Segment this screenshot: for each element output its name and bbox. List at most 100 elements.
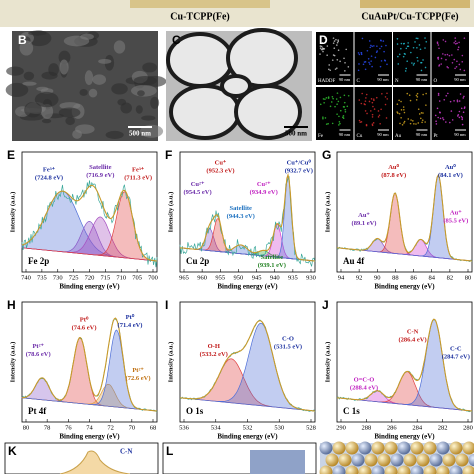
sphere — [436, 441, 450, 455]
fit-envelope — [21, 317, 158, 412]
eds-dot — [417, 108, 420, 111]
sem-grain — [23, 71, 35, 81]
eds-dot — [335, 38, 337, 41]
panel-letter: G — [322, 148, 331, 162]
eds-dot — [462, 111, 465, 113]
eds-dot — [396, 43, 399, 45]
eds-dot — [319, 103, 322, 106]
panel-letter: C — [172, 33, 181, 47]
panel-letter: B — [18, 33, 27, 47]
eds-dot — [347, 94, 350, 97]
eds-dot — [425, 92, 427, 95]
eds-dot — [457, 114, 460, 116]
sem-grain — [59, 59, 69, 75]
eds-dot — [386, 63, 388, 66]
spectra: 740 735 730 725 720 715 710 705 700 Binding energ… — [7, 148, 473, 440]
eds-dot — [457, 48, 459, 51]
y-axis-label: Intensity (a.u.) — [9, 342, 16, 383]
eds-dot — [361, 37, 364, 40]
eds-dot — [377, 110, 380, 112]
eds-dot — [368, 40, 371, 42]
eds-dot — [438, 100, 441, 102]
sphere — [449, 441, 463, 455]
eds-dot — [383, 50, 385, 53]
eds-dot — [373, 108, 376, 110]
eds-dot — [339, 96, 342, 99]
eds-dot — [337, 39, 339, 41]
spectrum-curve — [59, 450, 131, 474]
element-label: Fe 2p — [28, 256, 49, 266]
eds-dot — [397, 63, 400, 65]
eds-dot — [454, 37, 457, 39]
sem-grain — [98, 58, 112, 64]
eds-dot — [424, 37, 426, 39]
eds-dot — [407, 118, 410, 120]
eds-dot — [409, 99, 412, 102]
eds-dot — [404, 70, 407, 72]
scale-label: 90 nm — [416, 77, 428, 82]
peak-annotation: C-C — [450, 345, 462, 352]
x-tick-label: 88 — [392, 274, 399, 281]
sem-grain — [150, 96, 160, 109]
fit-envelope — [21, 184, 158, 262]
eds-dot — [446, 53, 449, 56]
sphere — [449, 465, 463, 474]
eds-dot — [438, 64, 441, 66]
eds-dot — [336, 67, 338, 69]
eds-dot — [461, 60, 464, 63]
eds-dot — [329, 105, 332, 108]
eds-dot — [410, 51, 412, 54]
eds-dot — [453, 58, 456, 61]
peak-annotation: (954.5 eV) — [183, 189, 211, 196]
eds-dot — [364, 100, 367, 102]
eds-dot — [418, 44, 421, 46]
sem-grain — [58, 107, 81, 118]
eds-dot — [463, 37, 466, 39]
eds-dot — [462, 97, 465, 99]
eds-dot — [328, 64, 331, 66]
eds-dot — [358, 119, 361, 122]
eds-label: Fe — [318, 134, 324, 139]
y-axis-label: Intensity (a.u.) — [324, 192, 331, 233]
eds-dot — [366, 49, 369, 52]
model-illustration — [250, 450, 305, 474]
eds-dot — [406, 45, 409, 48]
sem-grain — [80, 33, 94, 40]
peak-annotation: Satellite — [261, 254, 283, 261]
sem-grain — [75, 124, 95, 134]
scale-label: 90 nm — [416, 132, 428, 137]
eds-dot — [322, 98, 325, 100]
eds-dot — [368, 100, 371, 103]
eds-dot — [456, 42, 458, 45]
eds-dot — [461, 123, 464, 126]
x-tick-label: 76 — [65, 424, 72, 431]
sphere — [371, 441, 385, 455]
sphere — [371, 465, 385, 474]
sphere — [462, 465, 474, 474]
sphere — [332, 465, 346, 474]
x-tick-label: 288 — [362, 424, 372, 431]
sphere — [384, 465, 398, 474]
x-tick-label: 705 — [132, 274, 142, 281]
eds-dot — [320, 48, 323, 51]
eds-dot — [438, 47, 440, 50]
eds-dot — [319, 47, 322, 50]
eds-dot — [367, 58, 370, 60]
x-tick-label: 530 — [274, 424, 284, 431]
eds-dot — [398, 53, 401, 56]
sem-image — [12, 31, 158, 141]
peak-annotation: Fe³⁺ — [132, 166, 145, 173]
x-tick-label: 284 — [412, 424, 423, 431]
peak-annotation: (934.9 eV) — [250, 189, 278, 196]
fit-envelope — [336, 173, 473, 262]
eds-dot — [331, 122, 334, 125]
eds-dot — [369, 110, 372, 112]
x-axis-label: Binding energy (eV) — [217, 433, 278, 441]
x-tick-label: 82 — [447, 274, 454, 281]
sem-grain — [5, 82, 29, 97]
x-axis-label: Binding energy (eV) — [217, 283, 278, 291]
eds-dot — [439, 117, 442, 120]
eds-dot — [444, 54, 446, 56]
sem-grain — [41, 103, 54, 119]
